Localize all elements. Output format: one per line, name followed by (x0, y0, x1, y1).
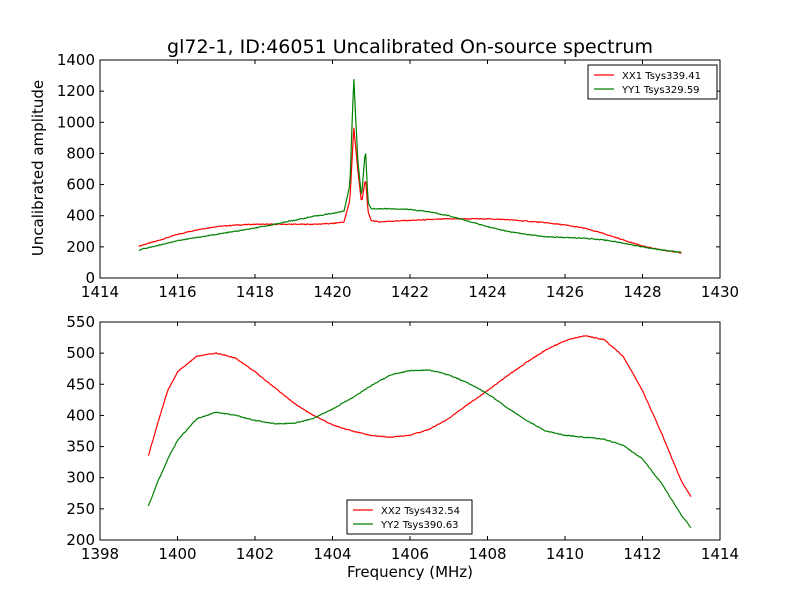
legend-label: XX2 Tsys432.54 (381, 506, 460, 517)
x-tick-label: 1404 (313, 545, 351, 563)
y-tick-label: 600 (66, 176, 95, 194)
top-panel: 1414 1416 1418 1420 1422 1424 1426 1428 1430 0 200… (57, 51, 739, 301)
legend-label: YY1 Tsys329.59 (621, 85, 700, 96)
y-tick-label: 1000 (57, 113, 95, 131)
legend-box-1 (346, 499, 473, 535)
x-tick-label: 1420 (313, 283, 351, 301)
x-tick-label: 1400 (158, 545, 196, 563)
y-tick-label: 0 (85, 269, 95, 287)
series-line-0-1 (138, 78, 682, 253)
x-tick-label: 1410 (546, 545, 584, 563)
y-tick-label: 1200 (57, 82, 95, 100)
y-tick-label: 450 (66, 375, 95, 393)
legend-label: XX1 Tsys339.41 (622, 71, 701, 82)
legend-box-0 (587, 64, 718, 100)
x-tick-label: 1428 (623, 283, 661, 301)
y-tick-label: 800 (66, 144, 95, 162)
x-tick-label: 1422 (391, 283, 429, 301)
x-tick-label: 1414 (81, 283, 119, 301)
x-tick-label: 1424 (468, 283, 506, 301)
y-tick-label: 400 (66, 406, 95, 424)
y-tick-label: 200 (66, 531, 95, 549)
y-tick-label: 500 (66, 344, 95, 362)
x-tick-label: 1412 (623, 545, 661, 563)
x-tick-label: 1426 (546, 283, 584, 301)
x-tick-label: 1406 (391, 545, 429, 563)
x-tick-label: 1418 (236, 283, 274, 301)
x-tick-label: 1408 (468, 545, 506, 563)
y-tick-label: 550 (66, 313, 95, 331)
y-tick-label: 400 (66, 207, 95, 225)
legend-label: YY2 Tsys390.63 (380, 520, 459, 531)
series-line-1-0 (147, 335, 692, 497)
y-axis-label-top: Uncalibrated amplitude (29, 80, 47, 256)
x-axis-label-bottom: Frequency (MHz) (347, 563, 473, 581)
series-line-1-1 (147, 369, 692, 529)
chart-title: gl72-1, ID:46051 Uncalibrated On-source … (167, 36, 653, 58)
y-tick-label: 200 (66, 238, 95, 256)
x-tick-label: 1398 (81, 545, 119, 563)
x-tick-label: 1430 (701, 283, 739, 301)
series-line-0-0 (138, 127, 682, 254)
y-tick-label: 300 (66, 469, 95, 487)
y-tick-label: 350 (66, 438, 95, 456)
x-tick-label: 1416 (158, 283, 196, 301)
bottom-panel: 1398 1400 1402 1404 1406 1408 1410 1412 1414 200 2… (66, 313, 739, 563)
y-tick-label: 1400 (57, 51, 95, 69)
x-tick-label: 1414 (701, 545, 739, 563)
y-tick-label: 250 (66, 500, 95, 518)
x-tick-label: 1402 (236, 545, 274, 563)
